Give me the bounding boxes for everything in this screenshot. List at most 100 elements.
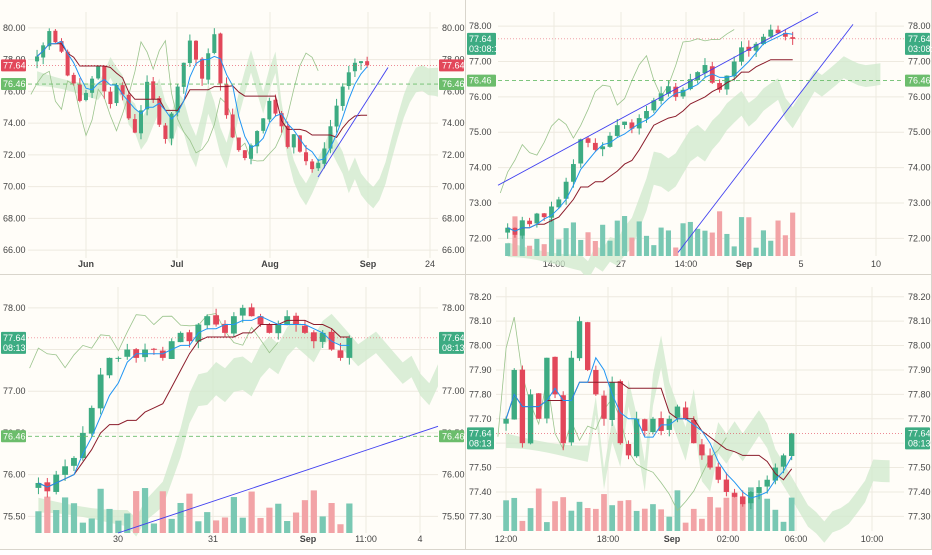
candle-body xyxy=(644,111,649,119)
volume-bar xyxy=(266,507,273,533)
volume-bar xyxy=(275,503,282,533)
candle-body xyxy=(680,89,686,97)
y-tick-label-left: 70.00 xyxy=(3,182,26,192)
candle xyxy=(707,448,713,470)
candle-body xyxy=(47,31,52,47)
candle xyxy=(193,40,199,66)
ichimoku-cloud xyxy=(506,335,890,543)
candle xyxy=(302,320,308,334)
candle-body xyxy=(731,493,738,497)
candle xyxy=(780,453,787,474)
candle-body xyxy=(740,496,746,505)
candle xyxy=(340,83,345,111)
candle xyxy=(138,105,143,140)
candle-body xyxy=(629,122,635,129)
volume-bar xyxy=(739,496,746,531)
candle-body xyxy=(310,161,315,170)
candle-body xyxy=(168,341,175,359)
volume-bar xyxy=(204,512,211,533)
candle-body xyxy=(319,332,326,342)
candle-body xyxy=(651,100,657,111)
x-tick-label: Jul xyxy=(170,259,183,269)
candle xyxy=(310,330,317,349)
volume-bar xyxy=(764,498,771,531)
volume-bar xyxy=(768,240,774,256)
volume-bar xyxy=(699,518,705,531)
volume-bar xyxy=(168,518,175,533)
candle-body xyxy=(126,94,131,119)
candle xyxy=(691,416,697,444)
y-tick-label-right: 76.00 xyxy=(442,470,465,480)
price-tag-time: 08:13 xyxy=(469,438,492,448)
chart-panel-bottom-left[interactable]: 78.0078.0077.5077.5077.0077.0076.5076.50… xyxy=(0,275,466,550)
price-tag-value: 77.64 xyxy=(3,333,26,343)
candle xyxy=(666,80,671,97)
volume-bar xyxy=(622,216,628,256)
candle xyxy=(53,29,58,44)
trend-line xyxy=(677,24,854,253)
panel-separator xyxy=(465,275,466,550)
candle-body xyxy=(709,66,715,83)
level-tag-right xyxy=(439,430,464,443)
volume-bar xyxy=(650,504,656,531)
candle-body xyxy=(687,79,693,90)
chart-panel-bottom-right[interactable]: 78.20 78.20 78.10 78.10 78.00 78.00 77.90 77.90… xyxy=(466,275,932,550)
candle-body xyxy=(163,125,168,139)
candle-body xyxy=(699,444,705,456)
y-tick-label-right: 78.00 xyxy=(908,21,931,31)
y-tick-label-left: 78.00 xyxy=(469,21,492,31)
candle-body xyxy=(756,487,762,493)
volume-bar xyxy=(544,522,550,531)
y-tick-label-right: 75.00 xyxy=(908,127,931,137)
chart-panel-top-left[interactable]: 80.0080.0078.0078.0076.0076.0074.0074.00… xyxy=(0,0,466,275)
y-tick-label-left: 77.90 xyxy=(469,365,492,375)
x-tick-label: 11:00 xyxy=(355,534,377,544)
volume-bar xyxy=(35,511,42,533)
candle-body xyxy=(715,466,721,480)
y-tick-label-right: 80.00 xyxy=(442,23,465,33)
candle xyxy=(563,177,569,205)
level-tag-value: 76.46 xyxy=(469,76,492,86)
candle-body xyxy=(224,84,229,116)
panel-separator xyxy=(465,0,466,275)
chikou-span-line xyxy=(499,29,735,194)
chart-panel-top-right[interactable]: 78.00 78.00 77.00 77.00 76.00 76.00 75.00 75.00… xyxy=(466,0,932,280)
candle xyxy=(181,62,186,94)
candle xyxy=(303,145,309,166)
candle-body xyxy=(62,466,69,475)
y-tick-label-left: 72.00 xyxy=(469,233,492,243)
volume-bar xyxy=(576,501,583,531)
candle-body xyxy=(578,139,584,164)
price-tag-value: 77.64 xyxy=(3,60,26,70)
y-tick-label-right: 78.20 xyxy=(908,292,931,302)
x-tick-label: 14:00 xyxy=(543,259,566,269)
candle-body xyxy=(600,146,606,150)
volume-bar xyxy=(666,516,673,531)
candle-body xyxy=(114,85,119,104)
candle-body xyxy=(150,348,157,350)
candle-body xyxy=(255,131,260,147)
candle xyxy=(740,490,746,507)
volume-bar xyxy=(629,237,635,256)
volume-bar xyxy=(695,228,701,256)
y-tick-label-right: 77.70 xyxy=(908,414,931,424)
volume-bar xyxy=(346,503,353,533)
candle-body xyxy=(702,65,708,74)
candle-body xyxy=(151,81,156,100)
candle-body xyxy=(267,100,272,120)
candle-body xyxy=(145,81,150,110)
volume-bar xyxy=(753,247,759,256)
x-tick-label: 4 xyxy=(417,534,422,544)
candle xyxy=(584,321,591,372)
candle xyxy=(578,138,584,168)
volume-bar xyxy=(717,211,723,256)
y-tick-label-left: 68.00 xyxy=(3,213,26,223)
candle xyxy=(168,338,175,360)
tenkan-sen-line xyxy=(507,32,793,232)
price-tag-right xyxy=(905,32,930,55)
candle-body xyxy=(666,86,671,94)
candle xyxy=(255,130,260,154)
volume-bar xyxy=(570,222,576,256)
